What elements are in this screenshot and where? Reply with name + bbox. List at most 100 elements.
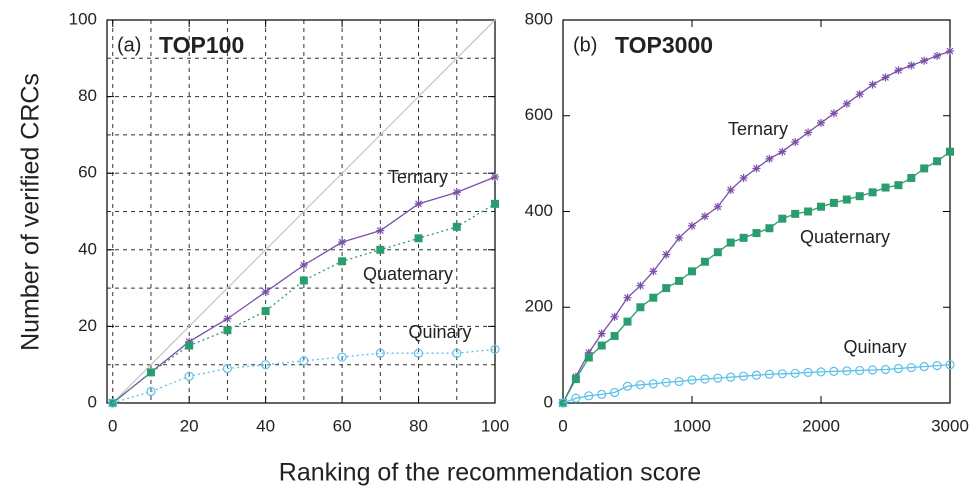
series-label: Quaternary [363,264,453,284]
data-point [597,389,607,399]
plot-frame [562,19,951,404]
x-tick-label: 0 [558,416,567,435]
data-point [765,154,774,163]
series-label: Quaternary [800,227,890,247]
data-point [894,181,903,190]
data-point [829,366,839,377]
x-tick-label: 2000 [802,416,840,435]
star-stroke [453,188,461,196]
data-point [752,164,761,173]
data-point [338,257,347,266]
star-stroke [804,129,812,136]
y-tick-label: 40 [78,239,97,258]
data-point [751,370,762,380]
x-tick-label: 3000 [931,416,969,435]
star-stroke [649,267,657,275]
data-point [299,356,309,366]
data-point [299,276,308,285]
series-line [562,364,951,404]
y-tick-label: 400 [525,201,553,220]
data-point [623,293,632,302]
panel-label: (b) [573,34,597,56]
star-stroke [415,200,422,208]
data-point [675,276,684,285]
data-point [855,192,864,201]
data-point [184,371,194,381]
star-stroke [817,119,825,127]
data-point [609,387,620,398]
data-point [623,317,632,326]
data-point [636,303,645,312]
star-stroke [933,52,941,60]
data-point [223,314,232,323]
data-point [674,376,684,387]
data-point [933,51,942,60]
data-point [842,195,851,204]
star-stroke [624,294,631,302]
data-point [491,199,499,208]
y-tick-label: 60 [78,163,97,182]
data-point [726,185,735,194]
plot-frame [106,19,496,404]
star-stroke [843,100,851,108]
data-point [261,287,270,296]
data-point [687,375,697,385]
y-tick-label: 0 [88,392,97,411]
data-point [855,365,865,376]
data-point [558,398,568,408]
data-point [946,47,954,56]
data-point [661,377,671,388]
data-point [584,391,594,401]
data-point [636,281,645,290]
data-point [829,198,838,207]
data-point [791,209,800,218]
data-point [803,367,813,377]
data-point [907,61,916,70]
star-stroke [920,57,928,65]
star-stroke [300,261,308,269]
data-point [597,329,606,338]
data-point [764,369,775,379]
data-point [907,173,916,182]
data-point [738,371,749,381]
x-tick-label: 40 [256,416,275,435]
star-stroke [894,66,902,74]
data-point [932,361,942,371]
data-point [752,229,761,238]
data-point [261,360,271,370]
data-point [881,73,890,82]
star-stroke [869,81,877,89]
data-point [375,348,385,358]
x-tick-label: 20 [180,416,199,435]
data-point [817,202,825,211]
star-stroke [765,155,773,163]
series-label: Quinary [408,322,471,342]
data-point [700,212,709,221]
data-point [452,348,462,358]
data-point [920,56,929,65]
data-point [713,248,722,257]
star-stroke [778,148,786,156]
data-point [648,379,658,389]
data-point [739,173,748,182]
star-stroke [338,238,346,246]
data-point [414,199,423,208]
data-point [146,368,155,377]
series-label: Ternary [388,167,448,187]
data-point [778,214,787,223]
data-point [906,362,916,373]
data-point [777,369,787,379]
star-stroke [491,173,499,181]
data-point [491,173,499,182]
data-point [299,261,308,270]
star-stroke [598,330,606,338]
x-axis-label: Ranking of the recommendation score [279,459,701,487]
star-stroke [946,47,954,55]
x-tick-label: 0 [108,416,117,435]
star-stroke [701,212,709,220]
y-tick-label: 600 [525,105,553,124]
star-stroke [753,164,760,172]
x-tick-label: 60 [333,416,352,435]
data-point [376,245,385,254]
